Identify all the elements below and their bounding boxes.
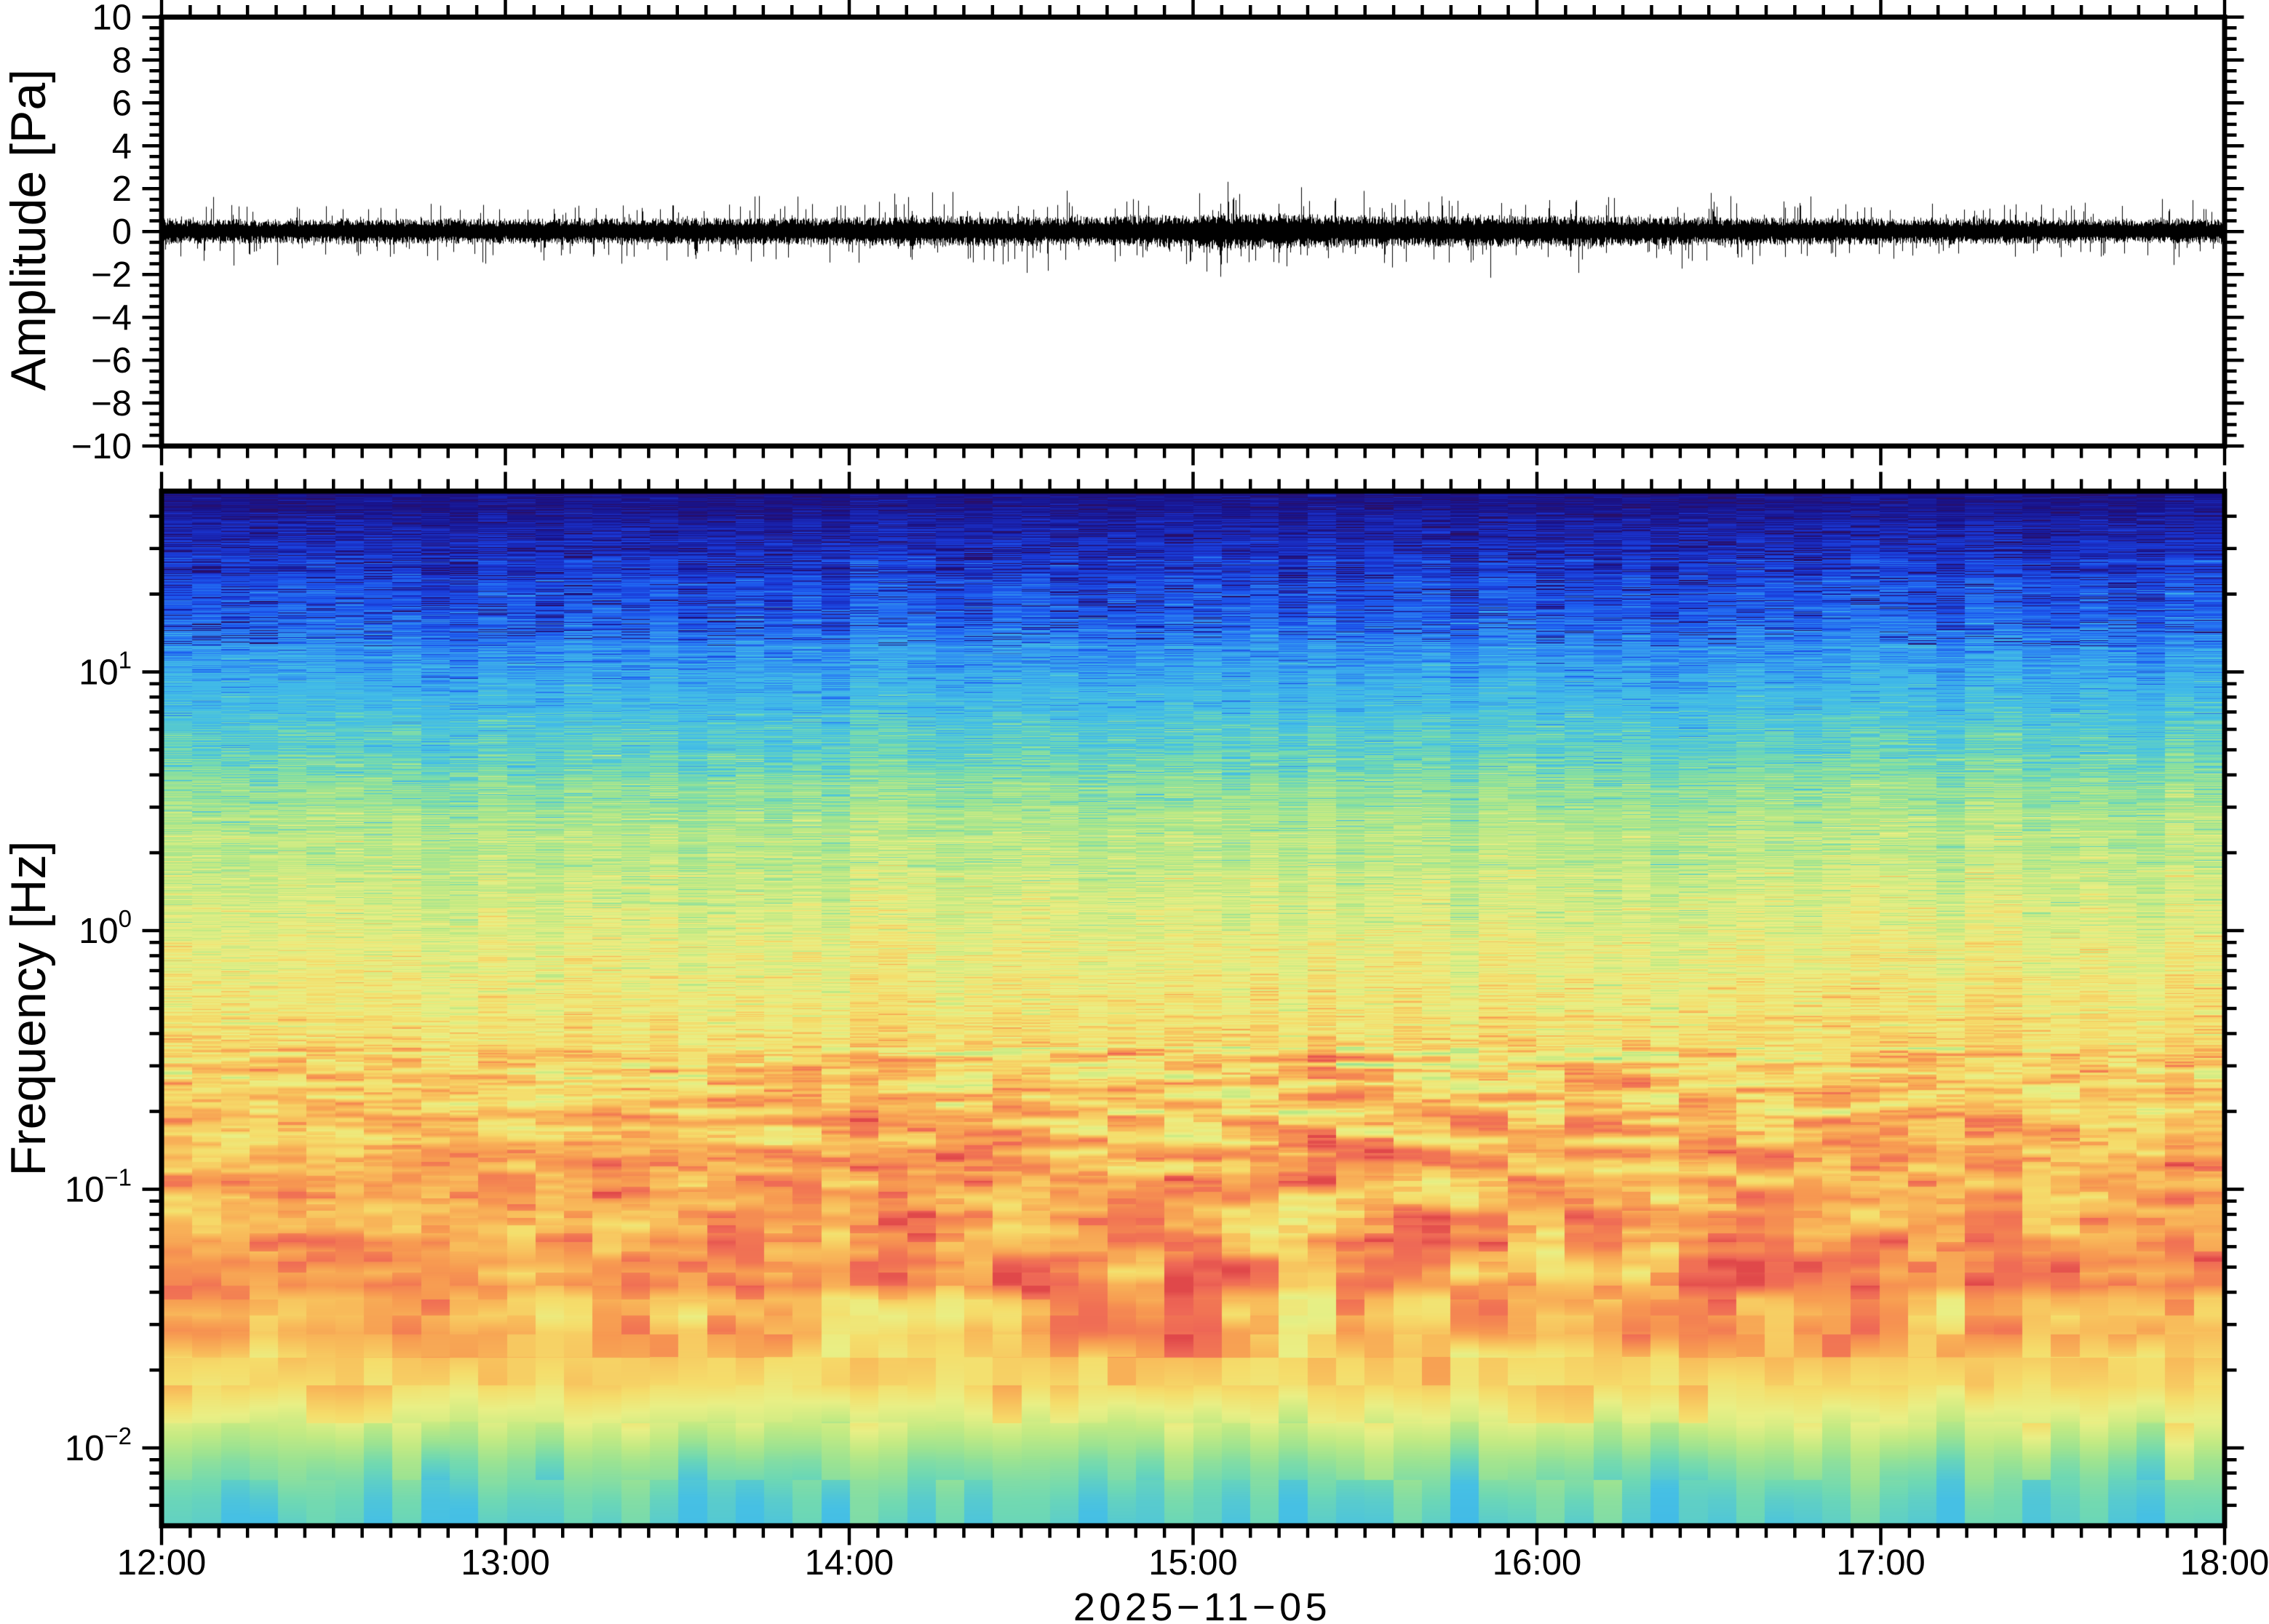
svg-text:18:00: 18:00	[2180, 1543, 2269, 1583]
svg-text:2: 2	[112, 170, 132, 209]
svg-text:10−1: 10−1	[65, 1163, 132, 1209]
svg-text:17:00: 17:00	[1836, 1543, 1926, 1583]
svg-text:−10: −10	[71, 427, 132, 466]
svg-text:13:00: 13:00	[461, 1543, 550, 1583]
svg-text:0: 0	[112, 212, 132, 252]
svg-text:101: 101	[79, 646, 132, 692]
svg-text:−4: −4	[91, 298, 132, 338]
svg-text:10: 10	[92, 0, 132, 37]
svg-text:100: 100	[79, 905, 132, 951]
svg-text:15:00: 15:00	[1148, 1543, 1238, 1583]
svg-text:14:00: 14:00	[805, 1543, 894, 1583]
svg-text:−6: −6	[91, 341, 132, 381]
svg-text:Amplitude [Pa]: Amplitude [Pa]	[1, 69, 56, 391]
svg-text:12:00: 12:00	[117, 1543, 207, 1583]
svg-text:16:00: 16:00	[1493, 1543, 1582, 1583]
svg-text:Frequency [Hz]: Frequency [Hz]	[1, 840, 56, 1176]
svg-text:10−2: 10−2	[65, 1422, 132, 1468]
svg-text:−8: −8	[91, 384, 132, 423]
svg-text:−2: −2	[91, 255, 132, 295]
svg-text:4: 4	[112, 127, 132, 166]
svg-text:8: 8	[112, 41, 132, 80]
svg-text:2025−11−05: 2025−11−05	[1073, 1585, 1331, 1624]
svg-text:6: 6	[112, 84, 132, 123]
